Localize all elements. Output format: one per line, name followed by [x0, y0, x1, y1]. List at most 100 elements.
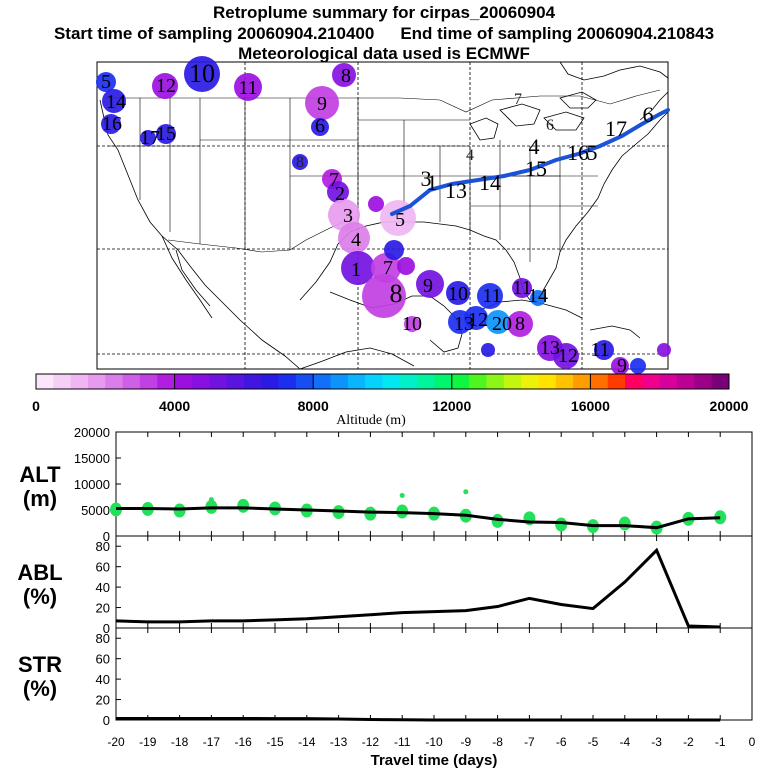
cluster-number-label: 5 — [101, 71, 111, 93]
plume-cluster — [397, 257, 415, 275]
x-tick-label: -13 — [330, 735, 348, 749]
colorbar-swatch — [711, 374, 730, 389]
cluster-number-label: 8 — [296, 154, 304, 171]
cluster-number-label: 4 — [466, 147, 474, 164]
x-tick-label: -2 — [683, 735, 694, 749]
y-tick-label: 5000 — [81, 503, 110, 518]
y-tick-label: 0 — [103, 529, 110, 544]
cluster-number-label: 11 — [482, 285, 501, 307]
colorbar-swatch — [70, 374, 89, 389]
plume-cluster — [416, 270, 444, 298]
colorbar-swatch — [486, 374, 505, 389]
x-tick-label: -3 — [651, 735, 662, 749]
plume-cluster — [341, 251, 375, 285]
colorbar-swatch — [503, 374, 522, 389]
colorbar-swatch — [174, 374, 193, 389]
plume-cluster — [553, 343, 579, 369]
colorbar-tick-label: 8000 — [298, 398, 329, 414]
colorbar-swatch — [330, 374, 349, 389]
plume-cluster — [311, 118, 329, 136]
colorbar-swatch — [365, 374, 383, 389]
cluster-number-label: 9 — [317, 93, 327, 115]
particle-cluster-point — [237, 498, 250, 513]
trajectory-day-label: 5 — [587, 140, 598, 165]
plume-cluster — [368, 196, 384, 212]
plume-cluster — [384, 240, 404, 260]
plume-cluster — [446, 281, 470, 305]
cluster-number-label: 12 — [156, 75, 176, 97]
cluster-number-label: 11 — [238, 77, 257, 99]
cluster-number-label: 12 — [558, 345, 578, 367]
y-axis-unit: (%) — [23, 584, 57, 609]
mean-trajectory — [390, 108, 670, 216]
colorbar-swatch — [642, 374, 661, 389]
outlier-particle-point — [463, 489, 469, 495]
cluster-number-label: 17 — [140, 127, 160, 149]
colorbar-swatch — [122, 374, 141, 389]
colorbar-swatch — [677, 374, 695, 389]
colorbar-swatch — [53, 374, 72, 389]
chart-title: Retroplume summary for cirpas_20060904 — [212, 3, 556, 22]
colorbar-swatch — [191, 374, 210, 389]
trajectory-day-label: 3 — [421, 166, 432, 191]
cluster-number-label: 14 — [528, 285, 548, 307]
colorbar-swatch — [105, 374, 124, 389]
cluster-number-label: 4 — [351, 229, 361, 251]
particle-cluster-point — [173, 503, 186, 518]
colorbar-swatch — [347, 374, 366, 389]
colorbar-tick-label: 16000 — [571, 398, 610, 414]
colorbar-swatch — [157, 374, 176, 389]
cluster-number-label: 20 — [492, 313, 512, 335]
y-tick-label: 40 — [96, 672, 110, 687]
colorbar-swatch — [434, 374, 453, 389]
colorbar-swatch — [451, 374, 470, 389]
cluster-number-label: 14 — [106, 91, 126, 113]
plume-cluster — [486, 310, 510, 334]
panel-frame-str — [115, 627, 753, 721]
cluster-number-label: 10 — [189, 59, 215, 88]
y-tick-label: 40 — [96, 580, 110, 595]
plume-cluster — [507, 311, 533, 337]
cluster-number-label: 15 — [156, 123, 176, 145]
x-tick-label: -12 — [362, 735, 380, 749]
colorbar-swatch — [659, 374, 678, 389]
cluster-number-label: 7 — [329, 169, 339, 191]
cluster-number-label: 11 — [512, 277, 531, 299]
x-tick-label: -11 — [394, 735, 411, 749]
plume-cluster — [630, 358, 646, 374]
y-tick-label: 0 — [103, 713, 110, 728]
colorbar-swatch — [417, 374, 435, 389]
colorbar-swatch — [538, 374, 557, 389]
y-axis-unit: (m) — [23, 486, 57, 511]
x-tick-label: -16 — [235, 735, 253, 749]
y-tick-label: 20000 — [74, 425, 110, 440]
y-tick-label: 80 — [96, 631, 110, 646]
x-tick-label: -18 — [171, 735, 189, 749]
colorbar-swatch — [243, 374, 262, 389]
y-tick-label: 60 — [96, 560, 110, 575]
particle-cluster-point — [714, 510, 727, 525]
plume-cluster — [184, 56, 220, 92]
colorbar-swatch — [87, 374, 106, 389]
colorbar-tick-label: 4000 — [159, 398, 190, 414]
cluster-number-label: 16 — [102, 113, 122, 135]
x-tick-label: 0 — [749, 735, 756, 749]
cluster-number-label: 1 — [351, 259, 361, 281]
colorbar-swatch — [139, 374, 158, 389]
plume-cluster — [362, 274, 406, 318]
cluster-number-label: 8 — [515, 313, 525, 335]
end-time-label: End time of sampling 20060904.210843 — [400, 24, 715, 43]
cluster-number-label: 5 — [395, 209, 405, 231]
cluster-number-label: 13 — [454, 313, 474, 335]
plume-cluster — [156, 124, 176, 144]
cluster-number-label: 3 — [343, 205, 353, 227]
x-tick-label: -9 — [460, 735, 471, 749]
y-tick-label: 20 — [96, 693, 110, 708]
cluster-number-label: 8 — [341, 65, 351, 87]
y-axis-unit: (%) — [23, 676, 57, 701]
plume-cluster — [152, 73, 178, 99]
y-axis-title: ALT — [19, 462, 61, 487]
met-data-label: Meteorological data used is ECMWF — [238, 44, 530, 63]
cluster-number-label: 7 — [383, 257, 393, 279]
trajectory-day-label: 15 — [525, 156, 547, 181]
